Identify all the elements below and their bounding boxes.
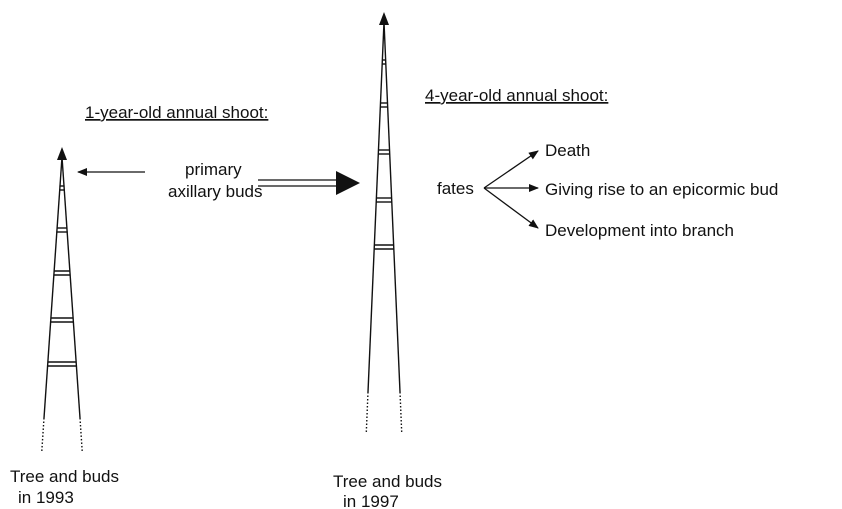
tree-part xyxy=(384,22,400,392)
caption: Tree and buds xyxy=(333,472,442,491)
page: {"titles": {"left": "1-year-old annual s… xyxy=(0,0,842,509)
tree-part xyxy=(366,392,368,432)
left-title: 1-year-old annual shoot: xyxy=(85,103,268,122)
double-arrow-head xyxy=(336,171,360,195)
tree-part xyxy=(42,418,44,452)
fate-arrows xyxy=(484,151,538,228)
tree-part xyxy=(80,418,82,452)
tree-part xyxy=(62,157,80,418)
tree-part xyxy=(368,22,384,392)
fate: Giving rise to an epicormic bud xyxy=(545,180,778,199)
caption: in 1997 xyxy=(343,492,399,509)
right-title: 4-year-old annual shoot: xyxy=(425,86,608,105)
fate: Development into branch xyxy=(545,221,734,240)
caption: in 1993 xyxy=(18,488,74,507)
caption: Tree and buds xyxy=(10,467,119,486)
trees xyxy=(42,12,402,452)
tree-part xyxy=(44,157,62,418)
fates-label: fates xyxy=(437,179,474,198)
tree-part xyxy=(400,392,402,432)
buds-label: axillary buds xyxy=(168,182,263,201)
diagram: 1-year-old annual shoot: 4-year-old annu… xyxy=(0,0,842,509)
buds-label: primary xyxy=(185,160,242,179)
fate: Death xyxy=(545,141,590,160)
